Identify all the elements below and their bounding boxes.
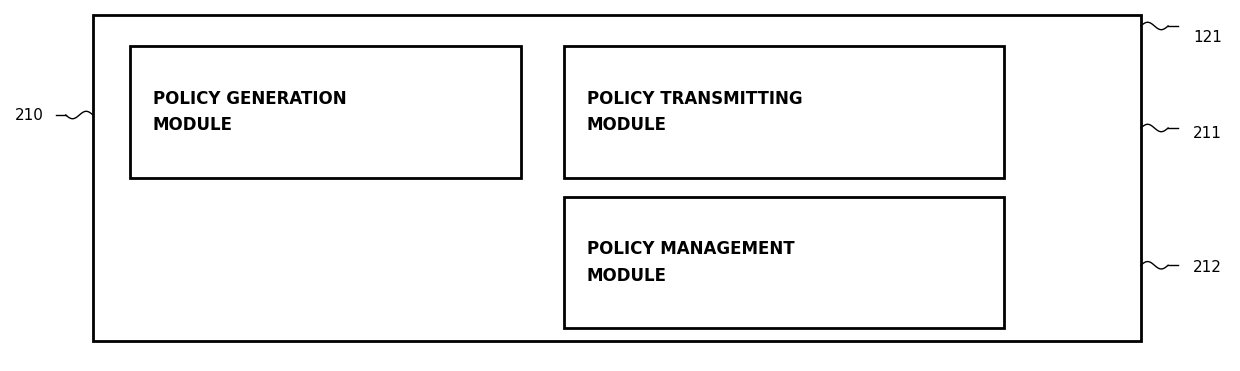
Text: POLICY TRANSMITTING: POLICY TRANSMITTING [587,90,802,108]
Text: 210: 210 [15,108,43,122]
Text: 121: 121 [1193,30,1221,45]
Text: MODULE: MODULE [587,116,667,135]
Bar [130,46,521,178]
Text: POLICY MANAGEMENT: POLICY MANAGEMENT [587,240,794,258]
Bar [93,15,1141,341]
Text: 212: 212 [1193,260,1221,275]
Bar [564,197,1004,328]
Text: 211: 211 [1193,126,1221,141]
Text: MODULE: MODULE [587,267,667,285]
Text: MODULE: MODULE [153,116,233,135]
Bar [564,46,1004,178]
Text: POLICY GENERATION: POLICY GENERATION [153,90,346,108]
